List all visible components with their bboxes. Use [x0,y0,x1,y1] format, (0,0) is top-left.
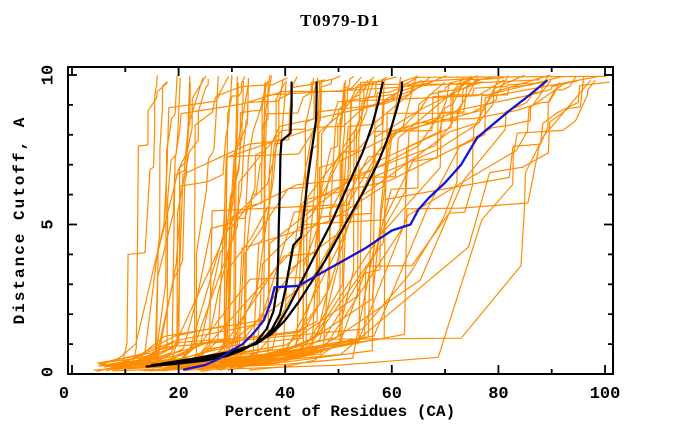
ensemble-curve [99,75,447,367]
model-black-4 [161,81,403,365]
ensemble-curve [103,75,607,368]
x-tick-label: 20 [168,385,188,404]
ensemble-curve [161,76,229,372]
ensemble-curve [183,82,566,372]
ensemble-curve [104,80,321,370]
ensemble-curve [257,75,354,366]
ensemble-curve [184,80,578,364]
y-tick-label: 5 [40,219,59,229]
x-axis-label: Percent of Residues (CA) [224,403,456,421]
ensemble-curve [215,79,596,370]
ensemble-curve [117,77,585,370]
ensemble-curve [96,79,439,364]
ensemble-curve [100,81,610,367]
ensemble-curve [105,78,479,372]
ensemble-curve [126,74,233,365]
ensemble-curve [98,77,288,367]
ensemble-curve [138,74,271,365]
ensemble-curve [111,79,326,367]
ensemble-curve [124,81,250,369]
chart-title: T0979-D1 [300,11,380,30]
ensemble-curve [113,78,385,369]
ensemble-curve [125,76,298,364]
ensemble-curve [222,82,560,365]
ensemble-curve [104,78,331,368]
ensemble-curve [113,77,465,365]
ensemble-curve [229,79,541,369]
x-tick-label: 60 [382,385,402,404]
ensemble-curve [167,76,577,365]
model-blue [182,79,548,371]
ensemble-curve [137,75,509,368]
ensemble-curve [119,75,158,367]
ensemble-curve [236,77,319,367]
ensemble-curve [193,75,564,366]
x-tick-label: 100 [590,385,621,404]
ensemble-curve [152,82,191,369]
x-tick-label: 40 [275,385,295,404]
y-tick-label: 0 [40,367,59,377]
ensemble-curve [232,77,501,367]
ensemble-curve [199,75,601,371]
x-tick-label: 80 [488,385,508,404]
ensemble-curve [197,80,465,369]
plot-frame [67,66,614,375]
ensemble-curve [111,79,505,371]
ensemble-curve [173,80,591,366]
ensemble-curve [129,82,168,369]
ensemble-curve [222,82,322,368]
y-axis-label: Distance Cutoff, A [11,115,29,325]
ensemble-curve [137,80,369,369]
ensemble-curve [99,76,397,364]
y-tick-label: 10 [40,65,59,85]
x-tick-label: 0 [59,385,69,404]
